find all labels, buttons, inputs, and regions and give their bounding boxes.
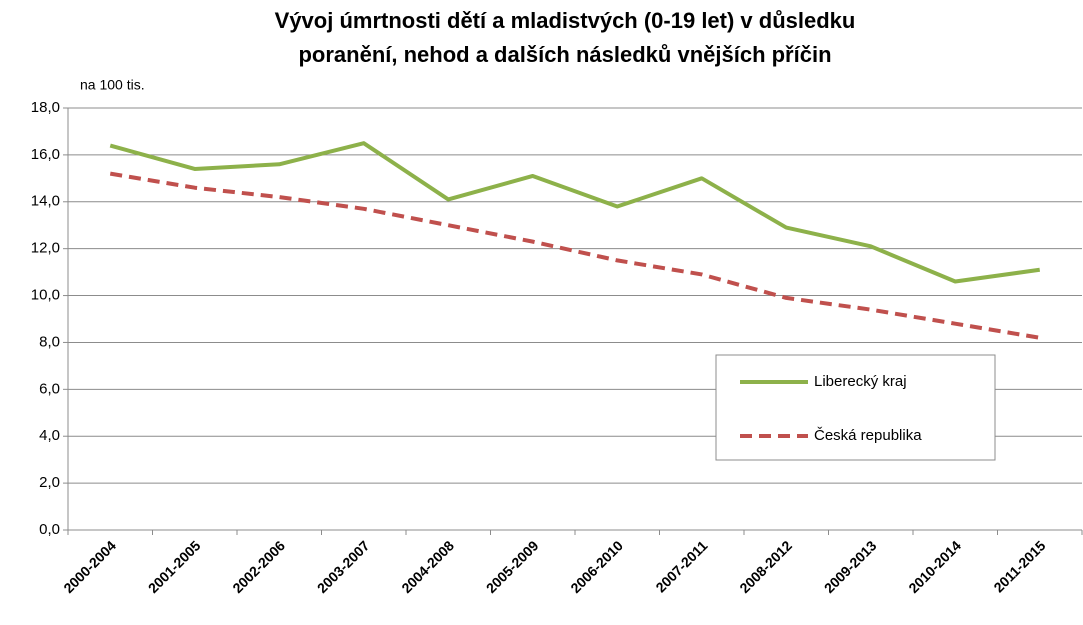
y-tick-label: 14,0: [31, 193, 60, 210]
x-tick-label: 2007-2011: [652, 537, 710, 595]
series-line: [109, 171, 1041, 340]
x-tick-label: 2003-2007: [314, 537, 373, 596]
chart-title: Vývoj úmrtnosti dětí a mladistvých (0-19…: [275, 8, 856, 33]
x-tick-label: 2005-2009: [483, 537, 542, 596]
x-tick-label: 2010-2014: [905, 537, 964, 596]
y-tick-label: 0,0: [39, 521, 60, 538]
legend-box: [715, 354, 996, 461]
y-tick-label: 8,0: [39, 333, 60, 350]
y-tick-label: 6,0: [39, 380, 60, 397]
legend-label: Česká republika: [814, 427, 922, 444]
legend-label: Liberecký kraj: [814, 373, 907, 390]
y-tick-label: 10,0: [31, 287, 60, 304]
y-tick-label: 12,0: [31, 240, 60, 257]
x-tick-label: 2002-2006: [229, 537, 288, 596]
y-tick-label: 16,0: [31, 146, 60, 163]
series-line: [109, 141, 1041, 284]
y-tick-label: 2,0: [39, 474, 60, 491]
y-tick-label: 18,0: [31, 99, 60, 116]
x-tick-label: 2009-2013: [821, 537, 880, 596]
x-tick-label: 2000-2004: [60, 537, 119, 596]
x-tick-label: 2008-2012: [736, 537, 795, 596]
y-tick-label: 4,0: [39, 427, 60, 444]
x-tick-label: 2001-2005: [145, 537, 204, 596]
x-tick-label: 2006-2010: [567, 537, 626, 596]
x-tick-label: 2004-2008: [398, 537, 457, 596]
x-tick-label: 2011-2015: [990, 537, 1048, 595]
chart-title: poranění, nehod a dalších následků vnějš…: [298, 42, 831, 67]
y-unit-label: na 100 tis.: [80, 77, 145, 93]
